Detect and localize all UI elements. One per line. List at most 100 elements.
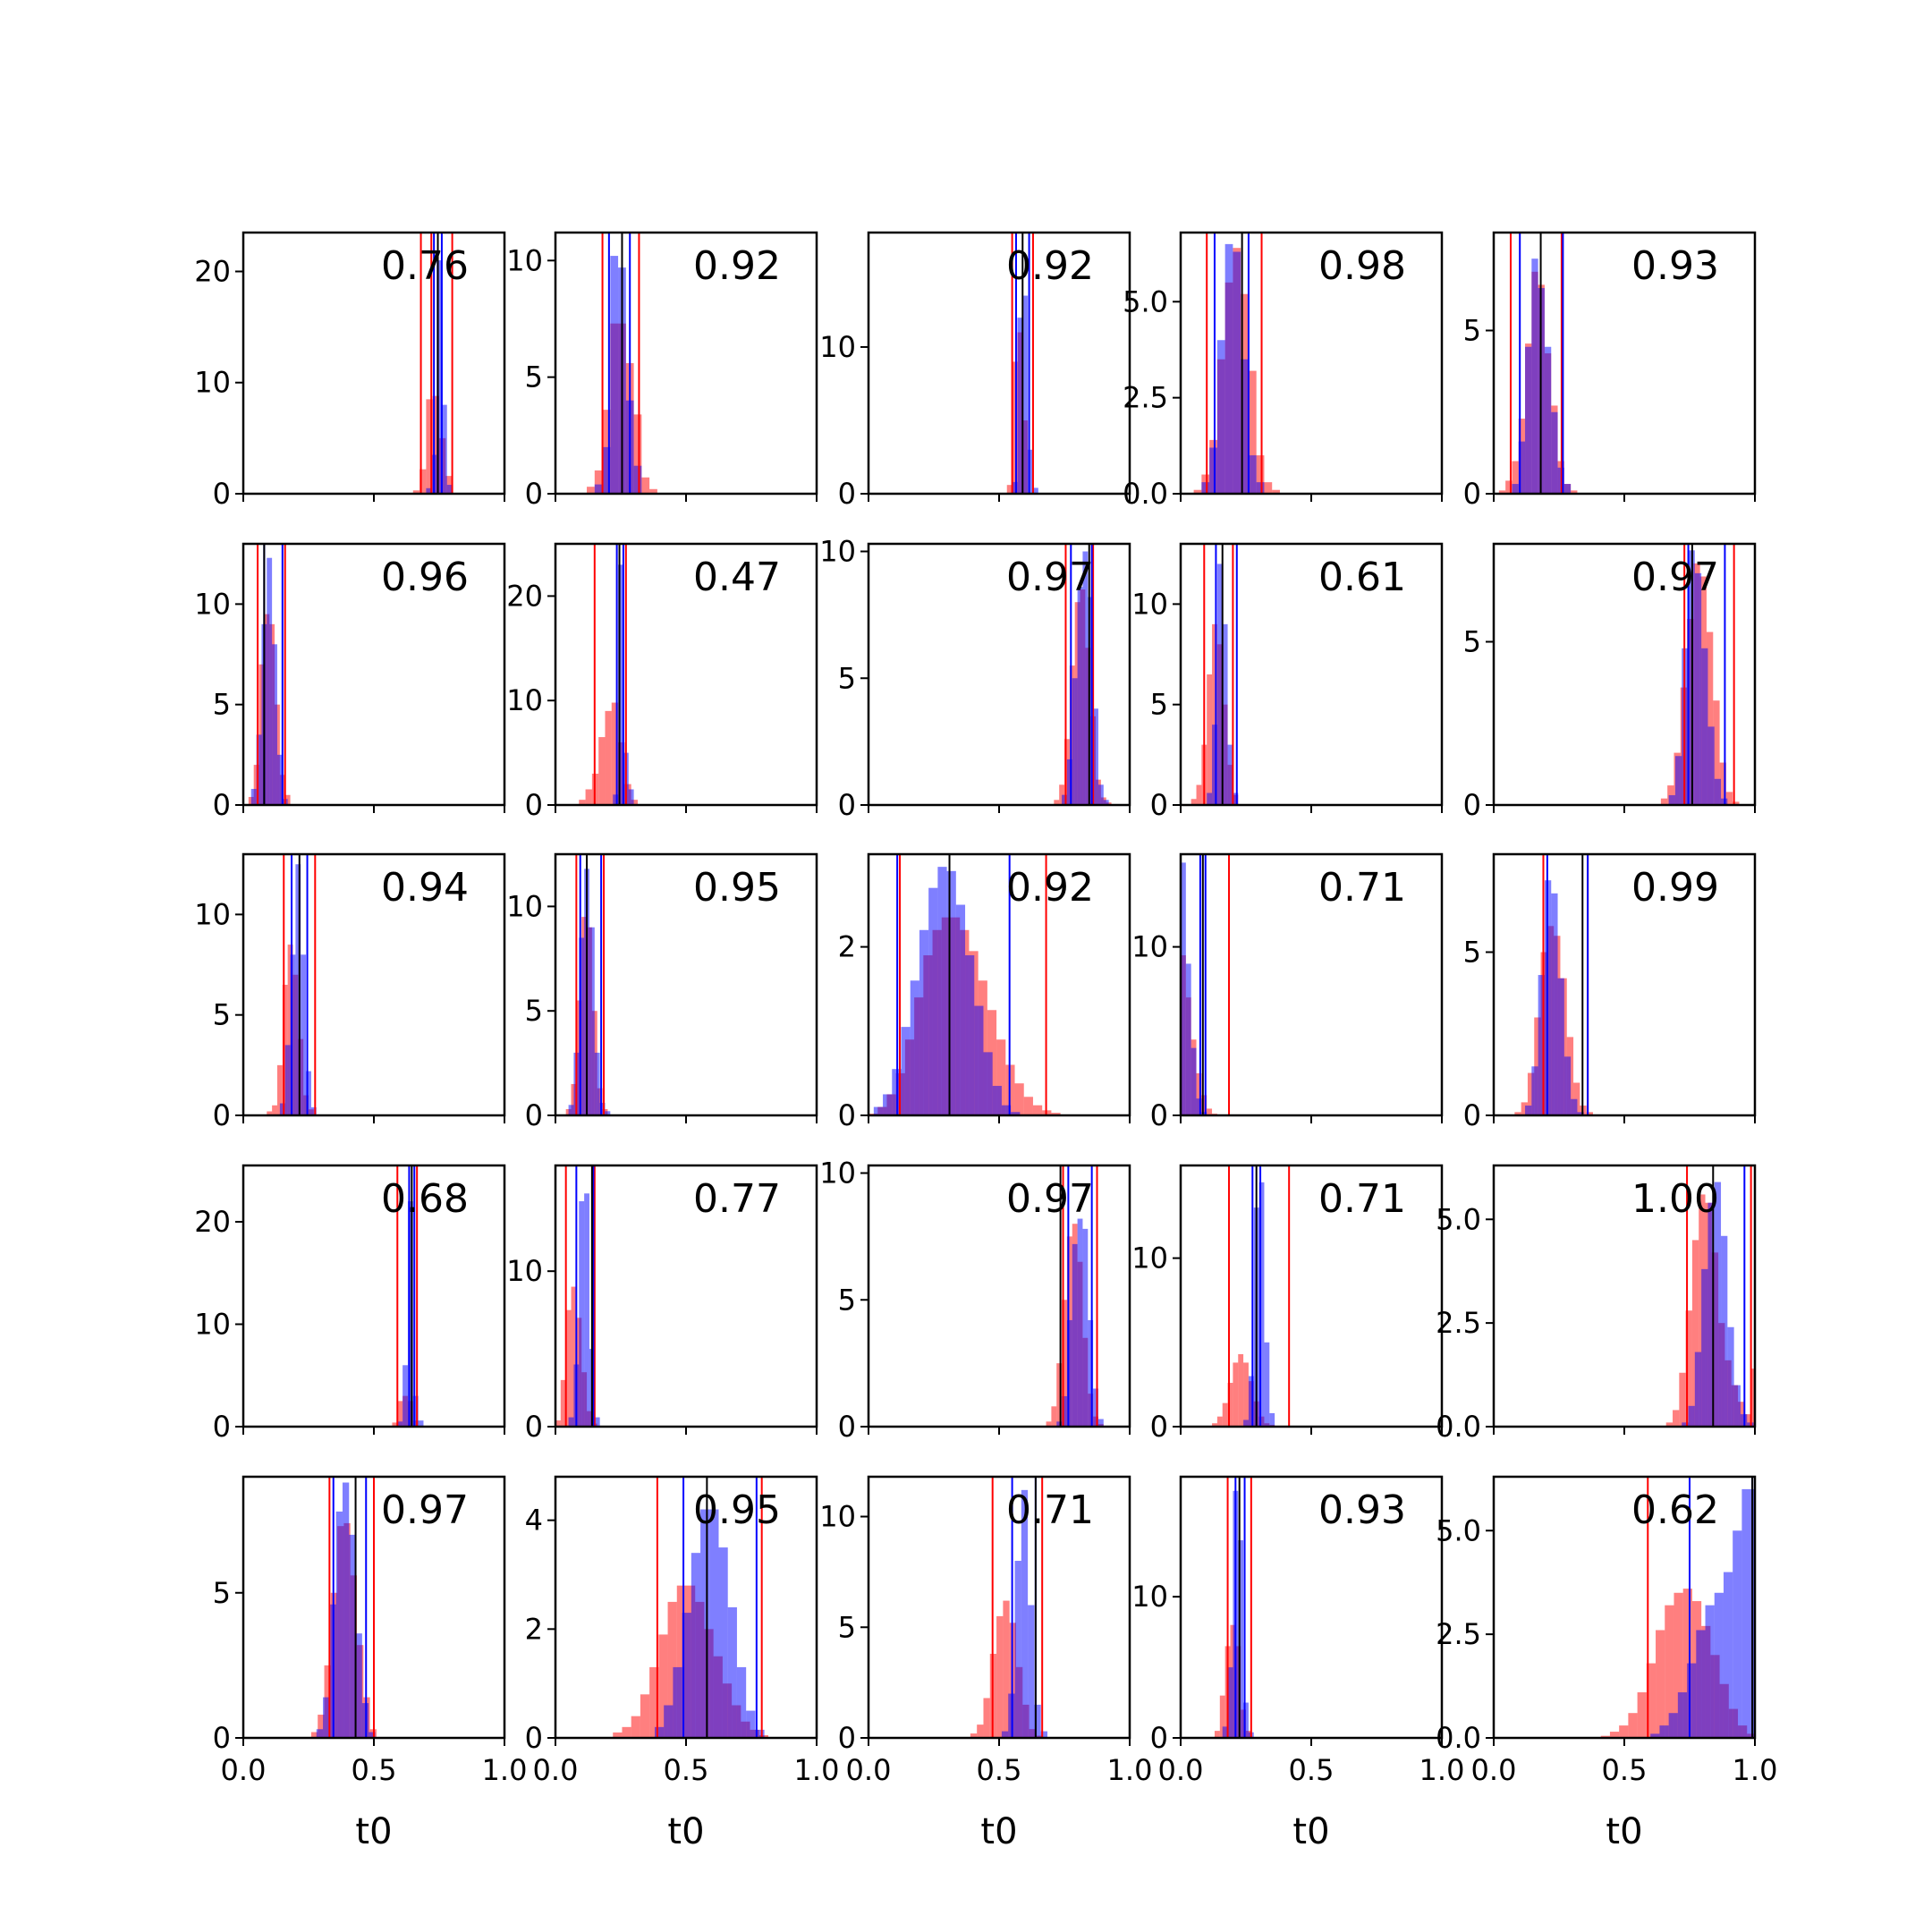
panel-4-1: 0 10 20 0.68 — [194, 1164, 506, 1444]
plot-area — [1054, 544, 1112, 805]
panel-4-5: 0.0 2.5 5.0 1.00 — [1436, 1164, 1757, 1444]
blue-histogram-bar — [1077, 1218, 1083, 1427]
blue-histogram-bar — [613, 794, 619, 805]
panel-annotation: 0.71 — [1006, 1487, 1094, 1533]
blue-histogram-bar — [594, 1417, 600, 1427]
blue-histogram-bar — [1531, 1066, 1538, 1115]
x-tick-label: 0.5 — [352, 1753, 397, 1787]
red-histogram-bar — [432, 395, 439, 494]
x-axis-label: t0 — [1606, 1811, 1642, 1852]
red-histogram-bar — [1201, 1095, 1208, 1115]
red-histogram-bar — [1191, 799, 1197, 805]
panel-3-3: 020.92 — [838, 852, 1131, 1132]
y-tick-label: 0.0 — [1436, 1721, 1481, 1755]
blue-histogram-bar — [1185, 963, 1191, 1115]
panel-annotation: 0.92 — [1006, 865, 1094, 911]
blue-histogram-bar — [1264, 1342, 1270, 1427]
red-histogram-bar — [1233, 1362, 1239, 1427]
blue-histogram-bar — [1714, 1182, 1722, 1427]
blue-histogram-bar — [633, 465, 642, 494]
blue-histogram-bar — [306, 1071, 311, 1115]
red-histogram-bar — [1619, 1725, 1629, 1738]
y-tick-label: 0 — [1150, 1098, 1168, 1132]
y-tick-label: 10 — [819, 330, 856, 364]
blue-histogram-bar — [436, 260, 442, 494]
blue-histogram-bar — [397, 1421, 403, 1427]
y-tick-label: 10 — [819, 1500, 856, 1534]
red-histogram-bar — [1713, 700, 1720, 805]
blue-histogram-bar — [1243, 1702, 1249, 1738]
blue-histogram-bar — [974, 1005, 984, 1115]
panel-annotation: 0.97 — [1006, 555, 1094, 600]
blue-histogram-bar — [295, 864, 301, 1115]
red-histogram-bar — [1248, 370, 1257, 494]
blue-histogram-bar — [602, 446, 611, 494]
blue-histogram-bar — [1088, 597, 1094, 805]
blue-histogram-bar — [568, 1417, 574, 1427]
blue-histogram-bar — [1668, 795, 1675, 805]
blue-histogram-bar — [276, 754, 283, 805]
x-axis-label: t0 — [1292, 1811, 1329, 1852]
blue-histogram-bar — [1017, 318, 1023, 494]
plot-area — [412, 233, 453, 494]
blue-histogram-bar — [919, 929, 929, 1115]
red-histogram-bar — [1733, 801, 1740, 805]
blue-histogram-bar — [946, 870, 956, 1115]
y-tick-label: 5 — [838, 1283, 856, 1317]
blue-histogram-bar — [610, 256, 619, 494]
red-histogram-bar — [996, 1039, 1006, 1115]
blue-histogram-bar — [342, 1482, 350, 1738]
blue-histogram-bar — [1097, 784, 1104, 805]
x-tick-label: 0.5 — [1289, 1753, 1335, 1787]
blue-histogram-bar — [1682, 1422, 1689, 1427]
blue-histogram-bar — [1694, 1352, 1702, 1427]
panel-1-1: 0 10 20 0.76 — [194, 231, 506, 511]
blue-histogram-bar — [412, 1395, 419, 1427]
red-histogram-bar — [579, 800, 586, 805]
y-tick-label: 10 — [1131, 587, 1168, 621]
panel-annotation: 0.93 — [1631, 243, 1719, 289]
panel-annotation: 0.97 — [381, 1487, 469, 1533]
red-histogram-bar — [631, 1716, 640, 1738]
red-histogram-bar — [1637, 1692, 1647, 1738]
plot-area — [1046, 1165, 1104, 1427]
y-tick-label: 0 — [525, 788, 543, 822]
red-histogram-bar — [1054, 800, 1060, 805]
red-histogram-bar — [412, 490, 420, 494]
panel-2-5: 050.97 — [1463, 542, 1757, 822]
panel-5-1: 0 5 0.0 0.5 1.0 t0 0.97 — [213, 1475, 527, 1852]
red-histogram-bar — [1505, 480, 1513, 494]
blue-histogram-bar — [1014, 1561, 1021, 1738]
blue-histogram-bar — [1021, 1489, 1029, 1738]
plot-area — [267, 854, 317, 1115]
blue-histogram-bar — [1727, 1326, 1734, 1427]
red-histogram-bar — [1212, 1423, 1217, 1427]
y-tick-label: 0 — [1150, 1410, 1168, 1444]
blue-histogram-bar — [1256, 482, 1265, 494]
red-histogram-bar — [1628, 1713, 1638, 1738]
x-tick-label: 1.0 — [794, 1753, 840, 1787]
blue-histogram-bar — [1674, 756, 1682, 805]
blue-histogram-bar — [1238, 1540, 1244, 1738]
blue-histogram-bar — [1733, 1530, 1742, 1738]
y-tick-label: 0 — [1463, 1098, 1481, 1132]
red-histogram-bar — [253, 765, 259, 805]
blue-histogram-bar — [1082, 551, 1089, 805]
red-histogram-bar — [1272, 489, 1280, 494]
blue-histogram-bar — [1212, 724, 1217, 805]
blue-histogram-bar — [1216, 564, 1223, 805]
red-histogram-bar — [397, 1401, 403, 1427]
y-tick-label: 10 — [506, 243, 543, 277]
red-histogram-bar — [1216, 1416, 1223, 1427]
blue-histogram-bar — [1093, 1388, 1098, 1427]
blue-histogram-bar — [290, 954, 296, 1115]
y-tick-label: 0 — [1463, 477, 1481, 511]
red-histogram-bar — [1673, 1410, 1680, 1427]
blue-histogram-bar — [1723, 1572, 1733, 1738]
red-histogram-bar — [613, 1732, 623, 1738]
blue-histogram-bar — [1201, 482, 1210, 494]
blue-histogram-bar — [1233, 792, 1239, 805]
blue-histogram-bar — [1040, 1731, 1048, 1738]
blue-histogram-bar — [272, 644, 277, 805]
